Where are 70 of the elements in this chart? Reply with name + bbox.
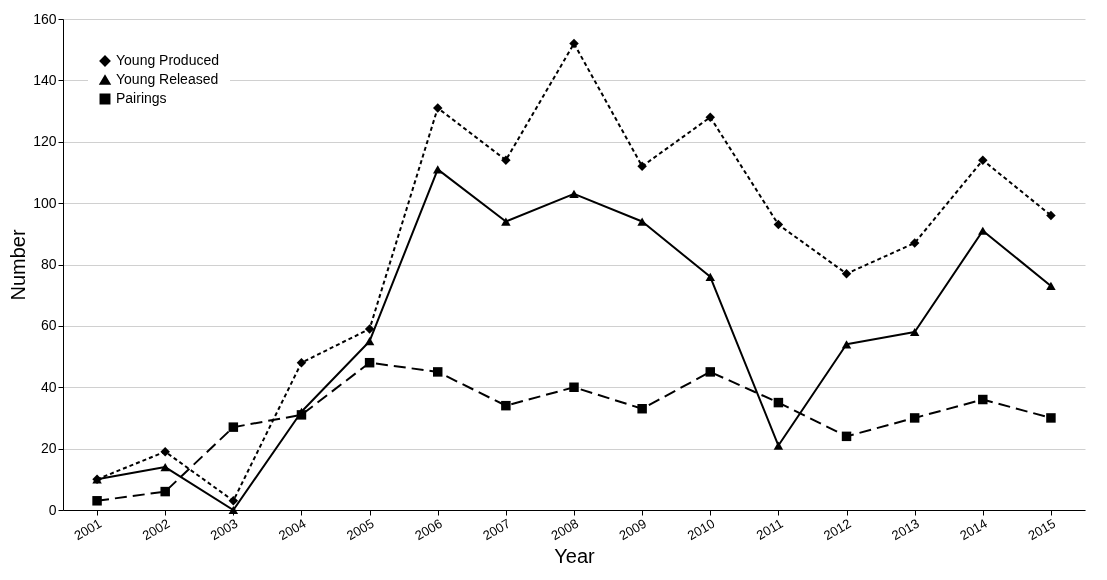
- point: [978, 226, 988, 235]
- y-tick-label: 140: [33, 71, 57, 88]
- legend-label: Pairings: [116, 90, 167, 106]
- point: [1046, 281, 1056, 291]
- point: [705, 272, 716, 281]
- point: [909, 413, 920, 423]
- point: [637, 403, 647, 414]
- y-tick-label: 0: [48, 501, 57, 518]
- point: [978, 155, 988, 165]
- point: [364, 357, 375, 368]
- y-tick-label: 80: [40, 256, 57, 272]
- x-tick-label: 2011: [753, 515, 786, 543]
- y-tick-label: 20: [40, 440, 57, 457]
- point: [160, 446, 170, 457]
- point: [841, 431, 852, 442]
- x-tick-label: 2008: [548, 515, 581, 544]
- point: [569, 382, 579, 392]
- point: [637, 161, 647, 172]
- y-tick-label: 160: [33, 10, 57, 27]
- x-tick-label: 2015: [1025, 515, 1058, 544]
- x-tick-label: 2007: [480, 515, 513, 544]
- x-tick-label: 2006: [412, 515, 445, 544]
- point: [909, 238, 920, 248]
- y-tick-label: 100: [33, 194, 57, 211]
- point: [909, 327, 920, 337]
- y-axis-title: Number: [7, 229, 30, 301]
- point: [364, 324, 375, 334]
- y-tick-label: 120: [33, 133, 57, 150]
- x-tick-label: 2003: [207, 515, 241, 544]
- point: [432, 103, 443, 113]
- point: [705, 367, 716, 377]
- x-tick-label: 2013: [889, 515, 922, 544]
- point: [569, 189, 579, 199]
- point: [501, 400, 511, 411]
- legend-label: Young Released: [116, 71, 219, 87]
- point: [228, 422, 239, 432]
- point: [501, 155, 511, 165]
- point: [705, 112, 716, 122]
- point: [637, 217, 647, 226]
- x-tick-label: 2009: [616, 515, 650, 544]
- legend-label: Young Produced: [116, 52, 220, 68]
- point: [364, 337, 375, 346]
- point: [228, 505, 239, 515]
- x-tick-label: 2005: [344, 515, 377, 544]
- x-tick-label: 2001: [71, 515, 105, 544]
- point: [160, 486, 170, 497]
- x-tick-label: 2010: [684, 515, 718, 544]
- point: [92, 496, 102, 506]
- point: [501, 217, 511, 226]
- point: [228, 496, 239, 506]
- y-tick-label: 60: [40, 317, 57, 334]
- x-tick-label: 2014: [957, 515, 990, 544]
- point: [296, 357, 307, 368]
- point: [1046, 413, 1056, 423]
- point: [1046, 210, 1056, 221]
- y-tick-label: 40: [40, 378, 57, 395]
- point: [773, 397, 784, 408]
- x-tick-label: 2012: [820, 515, 854, 544]
- point: [432, 367, 443, 377]
- point: [773, 441, 784, 450]
- point: [841, 340, 852, 349]
- point: [841, 268, 852, 279]
- x-tick-label: 2002: [139, 515, 173, 544]
- x-axis-title: Year: [554, 545, 596, 568]
- point: [160, 462, 170, 472]
- point: [569, 38, 579, 49]
- point: [773, 219, 784, 230]
- x-tick-label: 2004: [275, 515, 309, 544]
- point: [978, 394, 988, 405]
- point: [296, 410, 307, 420]
